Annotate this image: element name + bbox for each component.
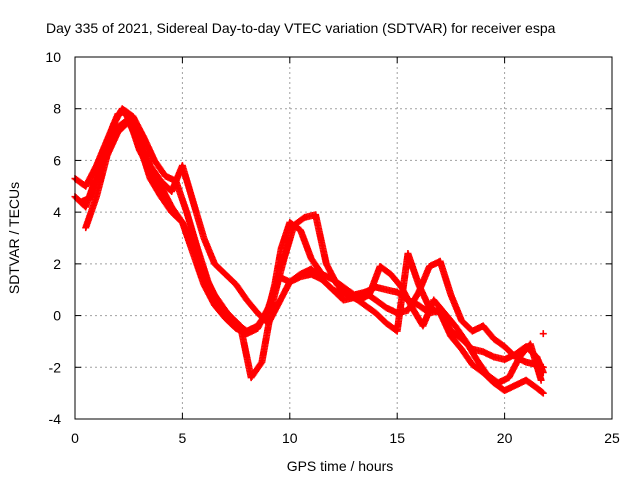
- y-tick-label: 6: [53, 152, 61, 168]
- x-axis-label: GPS time / hours: [287, 458, 394, 474]
- axes: 0 5 10 15 20 25 -4 -2 0 2 4 6 8 10: [45, 49, 620, 446]
- x-tick-label: 5: [179, 430, 187, 446]
- plot-frame: [74, 56, 613, 420]
- data-point: [539, 363, 547, 371]
- outlier-point: [539, 330, 547, 338]
- x-tick-label: 15: [389, 430, 405, 446]
- x-tick-label: 20: [497, 430, 513, 446]
- x-tick-label: 0: [71, 430, 79, 446]
- y-tick-label: -4: [49, 411, 62, 427]
- y-tick-label: -2: [49, 359, 62, 375]
- data-point: [537, 376, 545, 384]
- data-point: [538, 388, 546, 396]
- y-tick-label: 10: [45, 49, 61, 65]
- data-point: [539, 389, 547, 397]
- x-tick-label: 25: [604, 430, 620, 446]
- x-tick-label: 10: [282, 430, 298, 446]
- data-points: [71, 105, 547, 397]
- y-axis-label: SDTVAR / TECUs: [6, 182, 22, 294]
- chart-title: Day 335 of 2021, Sidereal Day-to-day VTE…: [46, 20, 556, 36]
- y-tick-label: 0: [53, 308, 61, 324]
- y-tick-label: 2: [53, 256, 61, 272]
- y-tick-label: 4: [53, 204, 61, 220]
- y-tick-label: 8: [53, 101, 61, 117]
